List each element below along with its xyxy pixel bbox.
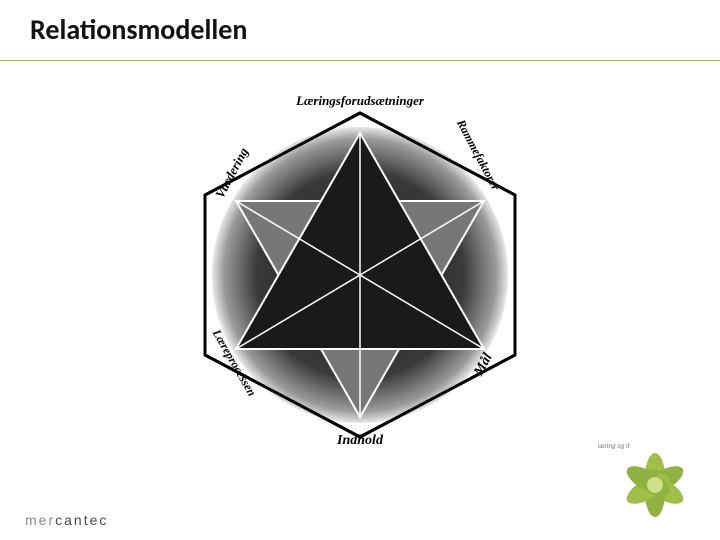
hex-label-bottom: Indhold [337,433,383,449]
diagram-svg [170,95,550,455]
relations-model-diagram: LæringsforudsætningerRammefaktorerMålInd… [170,95,550,455]
hex-label-top: Læringsforudsætninger [296,93,424,109]
logo-part-light: mer [25,512,55,528]
mercantec-logo: mercantec [25,512,108,528]
flower-logo [620,450,690,520]
footer-small-text: læring og it [598,441,630,450]
logo-part-dark: cantec [55,512,108,528]
page-title: Relationsmodellen [30,12,247,47]
title-underline [0,60,720,61]
